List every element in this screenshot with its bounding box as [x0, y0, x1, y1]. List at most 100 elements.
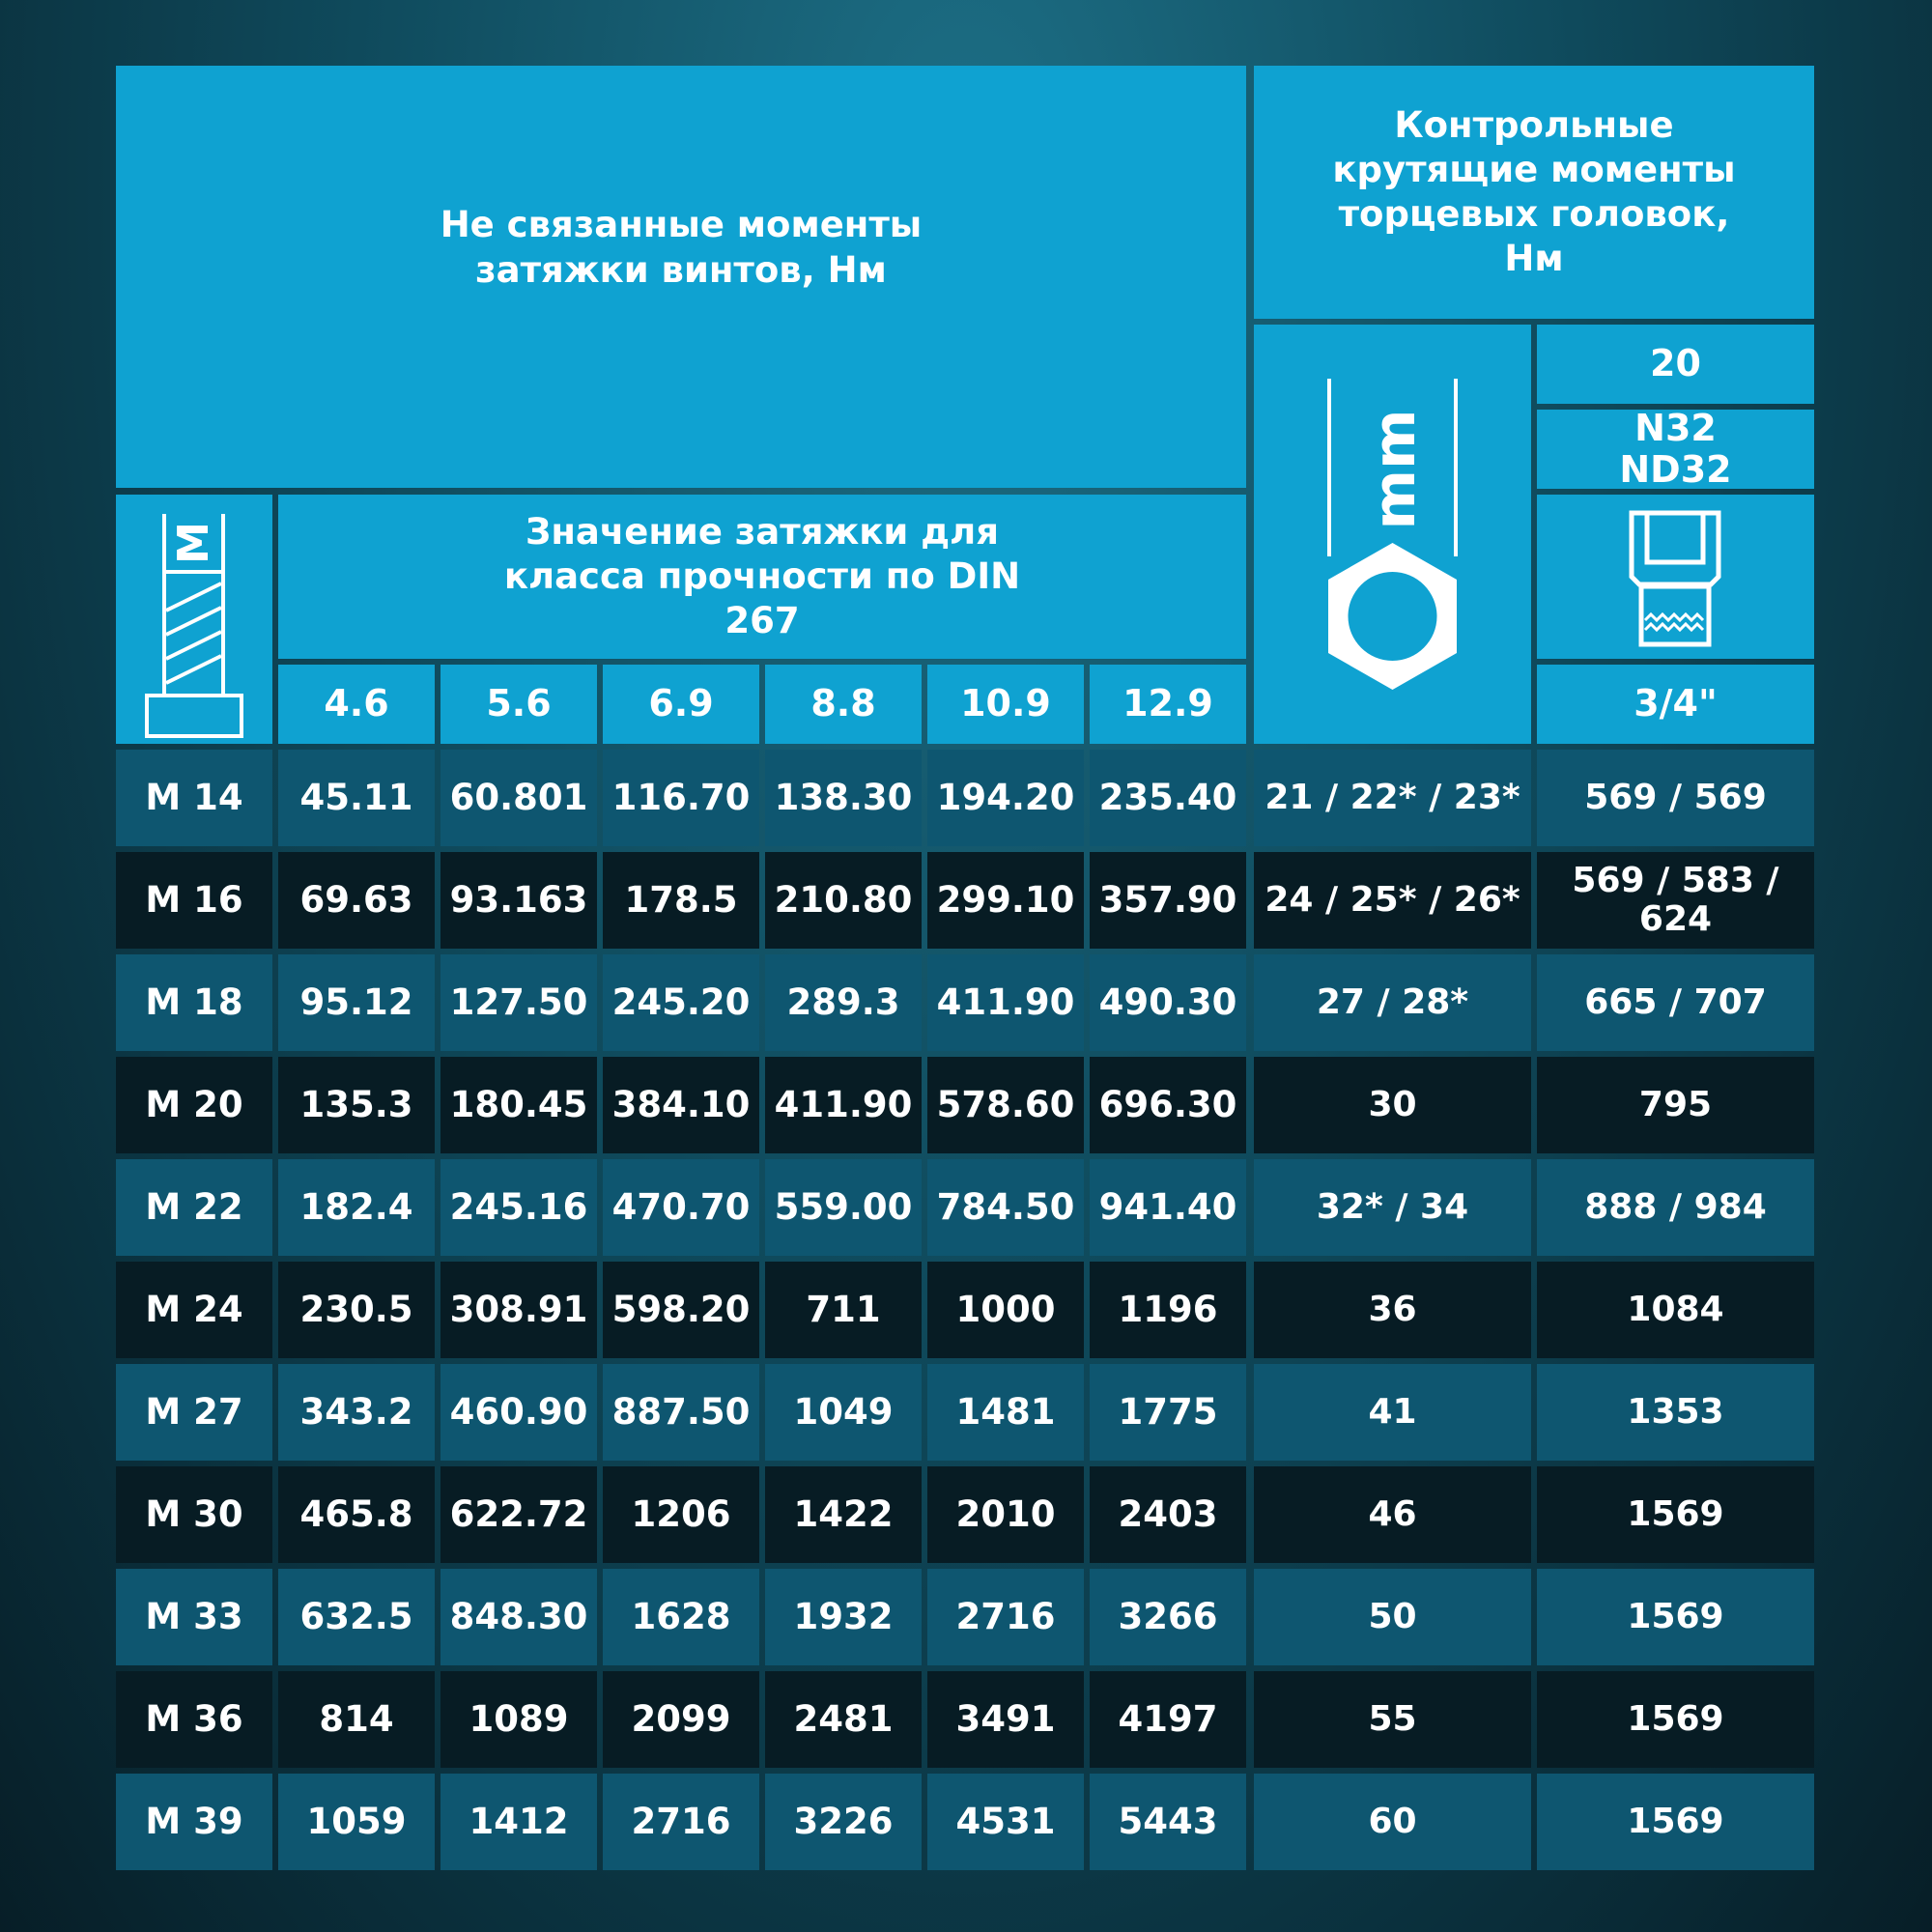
hex-size-cell: 41	[1254, 1364, 1531, 1461]
socket-torque-text: 888 / 984	[1584, 1187, 1767, 1228]
torque-value-cell: 3491	[927, 1671, 1084, 1768]
class-label: 4.6	[324, 682, 389, 725]
socket-torque-text: 1353	[1627, 1392, 1724, 1433]
socket-icon-header	[1537, 495, 1814, 659]
bolt-size-text: M 24	[145, 1288, 243, 1330]
torque-value-text: 343.2	[299, 1390, 413, 1433]
torque-value-cell: 182.4	[278, 1159, 435, 1256]
strength-class-subtitle: Значение затяжки для класса прочности по…	[278, 495, 1246, 659]
hex-size-header: mm	[1254, 325, 1531, 744]
hex-size-text: 46	[1368, 1494, 1417, 1535]
class-label: 12.9	[1122, 682, 1213, 725]
bolt-size-cell: M 30	[116, 1466, 272, 1563]
socket-torque-text: 1084	[1627, 1290, 1724, 1330]
torque-value-cell: 1932	[765, 1569, 922, 1665]
torque-value-text: 814	[319, 1697, 394, 1740]
torque-value-cell: 357.90	[1090, 852, 1246, 949]
class-header: 6.9	[603, 665, 759, 744]
torque-value-cell: 45.11	[278, 750, 435, 846]
torque-value-cell: 411.90	[927, 954, 1084, 1051]
torque-value-cell: 711	[765, 1262, 922, 1358]
torque-value-text: 2716	[955, 1595, 1056, 1637]
class-header: 8.8	[765, 665, 922, 744]
hex-size-cell: 32* / 34	[1254, 1159, 1531, 1256]
torque-value-text: 235.40	[1098, 776, 1237, 818]
torque-value-cell: 941.40	[1090, 1159, 1246, 1256]
socket-torque-cell: 888 / 984	[1537, 1159, 1814, 1256]
torque-value-cell: 1412	[440, 1774, 597, 1870]
torque-value-text: 1412	[469, 1800, 569, 1842]
hex-size-text: 41	[1368, 1392, 1417, 1433]
torque-value-text: 4197	[1118, 1697, 1218, 1740]
socket-torque-text: 569 / 569	[1584, 778, 1767, 818]
torque-value-cell: 887.50	[603, 1364, 759, 1461]
class-label: 8.8	[810, 682, 876, 725]
torque-value-text: 3266	[1118, 1595, 1218, 1637]
class-label: 10.9	[960, 682, 1051, 725]
torque-value-text: 1775	[1118, 1390, 1218, 1433]
torque-value-text: 116.70	[611, 776, 751, 818]
bolt-size-text: M 16	[145, 878, 243, 921]
torque-value-text: 69.63	[299, 878, 413, 921]
bolt-size-text: M 36	[145, 1697, 243, 1740]
torque-value-cell: 1481	[927, 1364, 1084, 1461]
torque-value-text: 127.50	[449, 980, 588, 1023]
hex-size-text: 55	[1368, 1699, 1417, 1740]
title-left: Не связанные моменты затяжки винтов, Нм	[116, 66, 1246, 488]
torque-value-text: 490.30	[1098, 980, 1237, 1023]
torque-value-cell: 465.8	[278, 1466, 435, 1563]
hex-size-text: 32* / 34	[1316, 1187, 1469, 1228]
torque-value-cell: 235.40	[1090, 750, 1246, 846]
bolt-size-cell: M 27	[116, 1364, 272, 1461]
torque-value-cell: 2403	[1090, 1466, 1246, 1563]
torque-value-text: 2716	[631, 1800, 731, 1842]
torque-value-text: 711	[806, 1288, 881, 1330]
bolt-size-cell: M 18	[116, 954, 272, 1051]
torque-value-text: 2481	[793, 1697, 894, 1740]
socket-torque-text: 1569	[1627, 1802, 1724, 1842]
torque-value-text: 230.5	[299, 1288, 413, 1330]
torque-value-cell: 343.2	[278, 1364, 435, 1461]
torque-value-cell: 69.63	[278, 852, 435, 949]
socket-torque-cell: 1569	[1537, 1466, 1814, 1563]
bolt-size-text: M 22	[145, 1185, 243, 1228]
torque-value-text: 1932	[793, 1595, 894, 1637]
bolt-size-cell: M 39	[116, 1774, 272, 1870]
torque-value-cell: 194.20	[927, 750, 1084, 846]
torque-value-text: 1422	[793, 1492, 894, 1535]
torque-value-text: 1059	[306, 1800, 407, 1842]
bolt-size-text: M 30	[145, 1492, 243, 1535]
torque-value-text: 941.40	[1098, 1185, 1237, 1228]
torque-value-cell: 135.3	[278, 1057, 435, 1153]
socket-torque-cell: 569 / 569	[1537, 750, 1814, 846]
torque-value-cell: 93.163	[440, 852, 597, 949]
torque-value-text: 2099	[631, 1697, 731, 1740]
class-header: 4.6	[278, 665, 435, 744]
torque-value-cell: 3226	[765, 1774, 922, 1870]
torque-value-cell: 559.00	[765, 1159, 922, 1256]
torque-value-cell: 622.72	[440, 1466, 597, 1563]
torque-value-text: 460.90	[449, 1390, 588, 1433]
socket-torque-cell: 1569	[1537, 1774, 1814, 1870]
socket-series-label: N32 ND32	[1619, 407, 1732, 491]
bolt-size-cell: M 16	[116, 852, 272, 949]
torque-value-text: 1481	[955, 1390, 1056, 1433]
bolt-size-cell: M 14	[116, 750, 272, 846]
torque-value-cell: 245.20	[603, 954, 759, 1051]
torque-value-cell: 138.30	[765, 750, 922, 846]
torque-value-cell: 2716	[927, 1569, 1084, 1665]
torque-value-text: 1049	[793, 1390, 894, 1433]
torque-value-text: 178.5	[624, 878, 738, 921]
torque-value-text: 182.4	[299, 1185, 413, 1228]
hex-size-text: 30	[1368, 1085, 1417, 1125]
torque-value-cell: 696.30	[1090, 1057, 1246, 1153]
torque-value-text: 622.72	[449, 1492, 588, 1535]
torque-value-text: 384.10	[611, 1083, 751, 1125]
torque-value-cell: 180.45	[440, 1057, 597, 1153]
torque-value-cell: 470.70	[603, 1159, 759, 1256]
torque-value-text: 138.30	[774, 776, 913, 818]
bolt-size-cell: M 20	[116, 1057, 272, 1153]
torque-value-cell: 299.10	[927, 852, 1084, 949]
hex-size-text: 21 / 22* / 23*	[1264, 778, 1520, 818]
